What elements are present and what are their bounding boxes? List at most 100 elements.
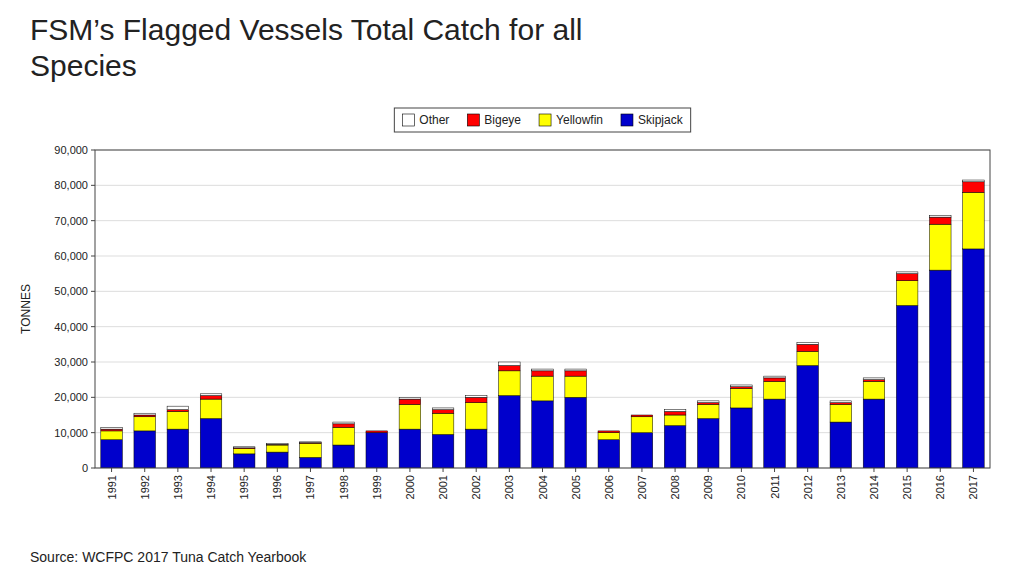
x-tick bbox=[144, 468, 145, 472]
x-tick-label: 2002 bbox=[470, 475, 482, 499]
x-tick bbox=[542, 468, 543, 472]
bar-segment bbox=[333, 424, 355, 428]
bar-segment bbox=[896, 305, 918, 468]
bar-segment bbox=[863, 381, 885, 399]
legend-item: Bigeye bbox=[467, 113, 521, 127]
y-tick-label: 50,000 bbox=[54, 285, 88, 297]
grid-line bbox=[95, 291, 990, 292]
y-tick-label: 80,000 bbox=[54, 179, 88, 191]
bar-segment bbox=[167, 410, 189, 412]
title-line: FSM’s Flagged Vessels Total Catch for al… bbox=[30, 13, 582, 46]
legend-label: Bigeye bbox=[484, 113, 521, 127]
x-tick-label: 2015 bbox=[901, 475, 913, 499]
bar-segment bbox=[233, 447, 255, 448]
bar-segment bbox=[465, 403, 487, 430]
bar-segment bbox=[300, 442, 322, 444]
y-tick bbox=[91, 397, 95, 398]
bars bbox=[101, 180, 984, 468]
x-tick-label: 2013 bbox=[835, 475, 847, 499]
x-tick bbox=[443, 468, 444, 472]
bar-segment bbox=[300, 457, 322, 468]
bar-segment bbox=[631, 433, 653, 468]
x-tick-label: 2006 bbox=[603, 475, 615, 499]
y-tick-label: 10,000 bbox=[54, 427, 88, 439]
x-tick bbox=[907, 468, 908, 472]
bar-segment bbox=[863, 399, 885, 468]
bar-segment bbox=[598, 431, 620, 433]
bar-segment bbox=[830, 401, 852, 403]
bar-segment bbox=[101, 427, 123, 429]
y-tick bbox=[91, 150, 95, 151]
x-tick-label: 1991 bbox=[106, 475, 118, 499]
y-axis: 010,00020,00030,00040,00050,00060,00070,… bbox=[54, 144, 95, 474]
bar-segment bbox=[134, 415, 156, 417]
bar-segment bbox=[532, 371, 554, 376]
x-tick-label: 2017 bbox=[967, 475, 979, 499]
x-tick bbox=[608, 468, 609, 472]
bar-segment bbox=[333, 445, 355, 468]
bar-segment bbox=[631, 415, 653, 416]
legend-swatch bbox=[539, 114, 551, 126]
bar-segment bbox=[896, 274, 918, 281]
x-tick-label: 2011 bbox=[769, 475, 781, 499]
y-tick bbox=[91, 220, 95, 221]
x-tick-label: 1993 bbox=[172, 475, 184, 499]
x-tick-label: 2005 bbox=[570, 475, 582, 499]
bar-segment bbox=[598, 433, 620, 440]
legend-swatch bbox=[402, 114, 414, 126]
bar-segment bbox=[532, 401, 554, 468]
bar-segment bbox=[764, 399, 786, 468]
bar-segment bbox=[101, 429, 123, 431]
legend-swatch bbox=[621, 114, 633, 126]
series bbox=[101, 180, 984, 448]
y-tick bbox=[91, 432, 95, 433]
x-tick bbox=[873, 468, 874, 472]
bar-segment bbox=[731, 387, 753, 389]
x-tick bbox=[244, 468, 245, 472]
legend-label: Skipjack bbox=[638, 113, 684, 127]
bar-segment bbox=[499, 396, 521, 468]
title-line: Species bbox=[30, 49, 137, 82]
x-tick-label: 1992 bbox=[139, 475, 151, 499]
bar-segment bbox=[764, 376, 786, 378]
bar-segment bbox=[930, 215, 952, 217]
x-tick bbox=[509, 468, 510, 472]
bar-segment bbox=[200, 399, 222, 418]
x-tick bbox=[409, 468, 410, 472]
source: Source: WCFPC 2017 Tuna Catch Yearbook bbox=[30, 549, 307, 565]
bar-segment bbox=[233, 447, 255, 449]
x-tick-label: 1995 bbox=[238, 475, 250, 499]
legend-item: Skipjack bbox=[621, 113, 684, 127]
legend-item: Other bbox=[402, 113, 449, 127]
bar-segment bbox=[697, 401, 719, 403]
bar-segment bbox=[101, 440, 123, 468]
x-tick bbox=[741, 468, 742, 472]
bar-segment bbox=[963, 180, 985, 182]
bar-segment bbox=[399, 429, 421, 468]
y-axis-label: TONNES bbox=[19, 284, 33, 334]
x-tick-label: 2016 bbox=[934, 475, 946, 499]
bar-segment bbox=[565, 376, 587, 397]
y-tick-label: 90,000 bbox=[54, 144, 88, 156]
bar-segment bbox=[465, 397, 487, 402]
bar-segment bbox=[664, 410, 686, 412]
bar-segment bbox=[764, 378, 786, 382]
grid-line bbox=[95, 220, 990, 221]
x-axis: 1991199219931994199519961997199819992000… bbox=[106, 468, 980, 499]
bar-segment bbox=[565, 397, 587, 468]
legend-frame bbox=[394, 108, 690, 132]
bar-segment bbox=[598, 440, 620, 468]
bar-segment bbox=[664, 415, 686, 426]
bar-segment bbox=[863, 380, 885, 382]
y-tick-label: 30,000 bbox=[54, 356, 88, 368]
x-tick bbox=[840, 468, 841, 472]
bar-segment bbox=[399, 399, 421, 404]
y-tick bbox=[91, 291, 95, 292]
y-tick bbox=[91, 256, 95, 257]
bar-segment bbox=[896, 281, 918, 306]
y-tick bbox=[91, 185, 95, 186]
bar-segment bbox=[565, 369, 587, 371]
bar-segment bbox=[631, 415, 653, 417]
bar-segment bbox=[664, 426, 686, 468]
grid-line bbox=[95, 326, 990, 327]
